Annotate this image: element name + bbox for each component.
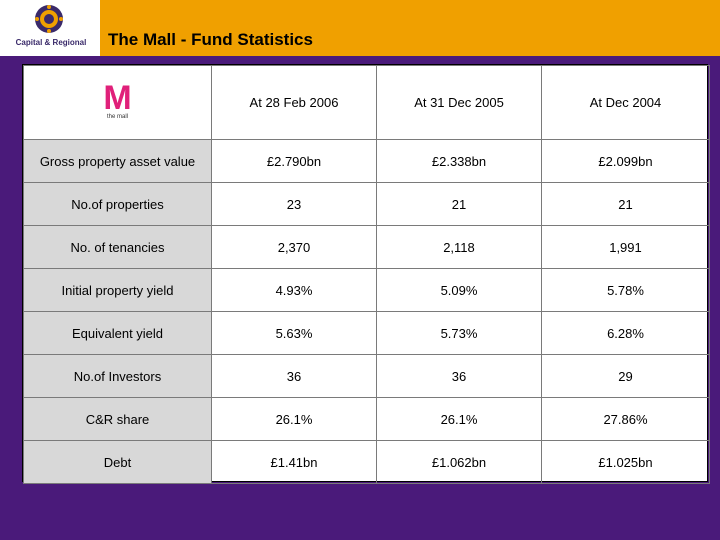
table-cell: 29 [541,354,710,398]
fund-statistics-table: M the mall At 28 Feb 2006 At 31 Dec 2005… [22,64,710,484]
row-label: No.of properties [23,182,212,226]
column-header: At 28 Feb 2006 [211,65,377,140]
table-row: No.of properties 23 21 21 [23,182,710,226]
row-label: Initial property yield [23,268,212,312]
table-cell: 26.1% [376,397,542,441]
table-row: Debt £1.41bn £1.062bn £1.025bn [23,440,710,484]
table-cell: 6.28% [541,311,710,355]
column-header: At Dec 2004 [541,65,710,140]
table-cell: 36 [376,354,542,398]
row-label: No.of Investors [23,354,212,398]
table-row: Equivalent yield 5.63% 5.73% 6.28% [23,311,710,355]
table-cell: 1,991 [541,225,710,269]
table-row: C&R share 26.1% 26.1% 27.86% [23,397,710,441]
the-mall-logo: M the mall [102,78,133,123]
row-label: C&R share [23,397,212,441]
column-header: At 31 Dec 2005 [376,65,542,140]
table-row: No. of tenancies 2,370 2,118 1,991 [23,225,710,269]
mall-logo-subtext: the mall [106,113,128,120]
row-label: Equivalent yield [23,311,212,355]
table-cell: 26.1% [211,397,377,441]
table-cell: £2.338bn [376,139,542,183]
table-cell: 5.09% [376,268,542,312]
mall-logo-letter: M [103,78,132,117]
table-cell: 21 [376,182,542,226]
table-cell: 27.86% [541,397,710,441]
table-cell: £1.41bn [211,440,377,484]
table-cell: 21 [541,182,710,226]
table-cell: 2,118 [376,225,542,269]
table-row: Initial property yield 4.93% 5.09% 5.78% [23,268,710,312]
table-row: Gross property asset value £2.790bn £2.3… [23,139,710,183]
globe-emblem-icon [35,5,63,33]
row-label: No. of tenancies [23,225,212,269]
table-cell: 5.73% [376,311,542,355]
table-cell: 23 [211,182,377,226]
table-cell: £1.062bn [376,440,542,484]
table-cell: 5.63% [211,311,377,355]
table-cell: 4.93% [211,268,377,312]
header-bar: Capital & Regional The Mall - Fund Stati… [0,0,720,56]
table-cell: 36 [211,354,377,398]
logo-text: Capital & Regional [15,38,87,47]
company-logo: Capital & Regional [0,0,100,56]
mall-logo-cell: M the mall [23,65,212,140]
row-label: Gross property asset value [23,139,212,183]
row-label: Debt [23,440,212,484]
table-cell: £2.790bn [211,139,377,183]
table-cell: £1.025bn [541,440,710,484]
table-header-row: M the mall At 28 Feb 2006 At 31 Dec 2005… [23,65,710,140]
table-cell: 2,370 [211,225,377,269]
table-cell: 5.78% [541,268,710,312]
page-title: The Mall - Fund Statistics [108,30,313,49]
table-row: No.of Investors 36 36 29 [23,354,710,398]
table-cell: £2.099bn [541,139,710,183]
